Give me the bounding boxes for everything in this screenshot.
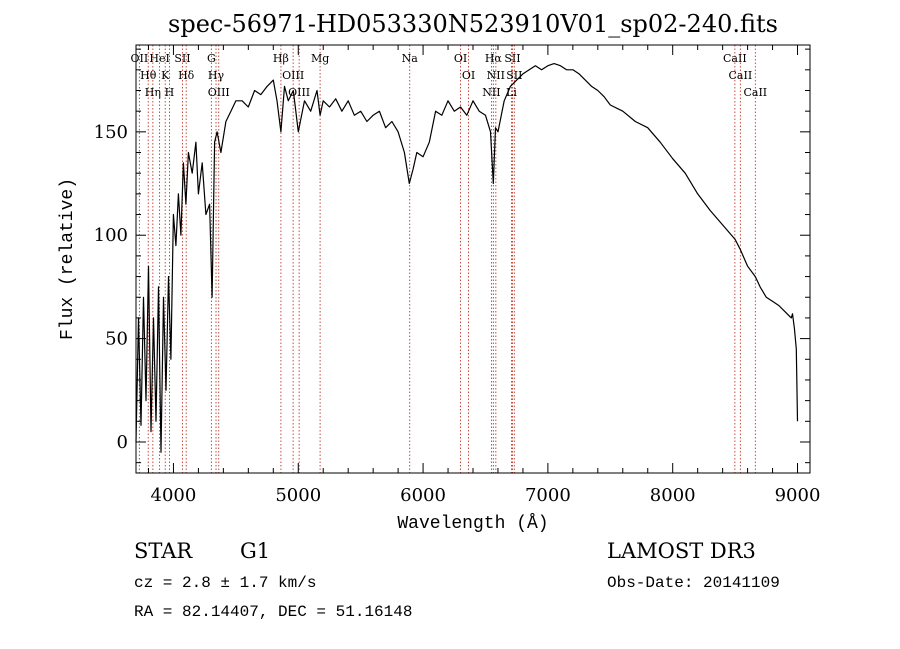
y-tick-label: 50: [105, 329, 128, 350]
spectral-line-label: G: [207, 52, 216, 65]
object-subclass: G1: [240, 539, 271, 563]
spectral-line-label: Li: [506, 86, 517, 99]
plot-frame: [135, 44, 811, 474]
spectral-line-label: Hδ: [178, 69, 195, 82]
spectral-line-label: Hθ: [140, 69, 157, 82]
spectral-line-label: Hβ: [273, 52, 289, 65]
object-class: STAR: [134, 539, 193, 563]
x-axis-label: Wavelength (Å): [397, 513, 548, 534]
spectral-line-label: CaII: [743, 86, 767, 99]
spectral-line-label: CaII: [723, 52, 747, 65]
spectral-line-label: Na: [402, 52, 419, 65]
spectral-line-label: NII: [482, 86, 500, 99]
y-tick-label: 100: [94, 225, 128, 246]
x-tick-label: 7000: [525, 485, 571, 506]
spectral-line-label: HeI: [149, 52, 169, 65]
spectral-line-label: Mg: [311, 52, 329, 65]
spectral-line-label: SII: [504, 52, 520, 65]
y-axis-label: Flux (relative): [58, 178, 78, 340]
y-tick-label: 150: [94, 122, 128, 143]
coordinates: RA = 82.14407, DEC = 51.16148: [134, 603, 413, 621]
spectral-line-label: K: [161, 69, 170, 82]
x-tick-label: 5000: [275, 485, 321, 506]
x-tick-label: 4000: [151, 485, 197, 506]
spectral-line-label: SII: [174, 52, 190, 65]
x-tick-label: 8000: [650, 485, 696, 506]
spectral-line-label: OIII: [208, 86, 230, 99]
spectral-line-label: OII: [131, 52, 149, 65]
spectral-line-label: OIII: [282, 69, 304, 82]
spectral-line-label: Hα: [485, 52, 503, 65]
spectral-line-label: H: [165, 86, 175, 99]
redshift-text: cz = 2.8 ± 1.7 km/s: [134, 574, 317, 592]
y-tick-label: 0: [117, 432, 128, 453]
x-tick-label: 6000: [400, 485, 446, 506]
spectral-line-label: SII: [506, 69, 522, 82]
spectral-line-label: NII: [487, 69, 505, 82]
chart-title: spec-56971-HD053330N523910V01_sp02-240.f…: [168, 10, 778, 38]
spectral-line-label: OI: [462, 69, 475, 82]
spectral-line-label: Hγ: [208, 69, 225, 82]
survey-label: LAMOST DR3: [607, 539, 756, 563]
obs-date: Obs-Date: 20141109: [607, 574, 780, 592]
spectral-line-label: CaII: [729, 69, 753, 82]
x-tick-label: 9000: [775, 485, 821, 506]
spectral-line-label: OI: [454, 52, 467, 65]
spectral-line-label: Hη: [145, 86, 161, 99]
spectrum-line: [135, 62, 799, 453]
spectral-line-label: OIII: [288, 86, 310, 99]
